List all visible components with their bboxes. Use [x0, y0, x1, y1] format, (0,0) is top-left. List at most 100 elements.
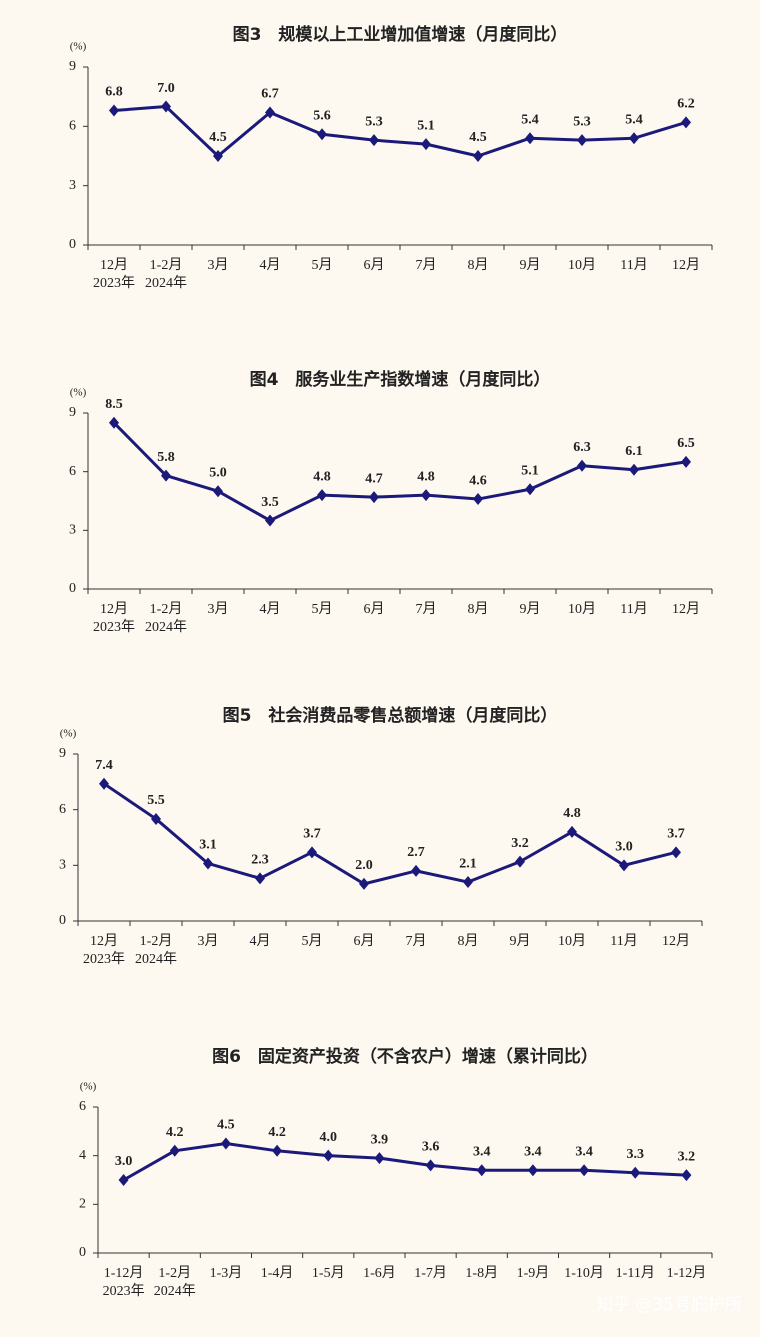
value-label: 3.1 — [199, 838, 217, 853]
value-label: 5.1 — [521, 463, 539, 478]
value-label: 6.5 — [677, 436, 695, 451]
marker — [213, 485, 223, 498]
marker — [359, 877, 369, 890]
x-year-label: 2024年 — [145, 275, 187, 291]
marker — [161, 100, 171, 113]
marker — [527, 1164, 538, 1177]
value-label: 4.2 — [166, 1125, 184, 1140]
series-line — [112, 421, 687, 523]
series-line — [113, 105, 687, 158]
y-unit: (%) — [80, 1081, 97, 1093]
x-tick-label: 9月 — [520, 601, 541, 617]
x-tick-label: 1-4月 — [261, 1265, 294, 1281]
x-tick-label: 10月 — [568, 601, 596, 617]
x-tick-label: 1-2月 — [150, 257, 183, 273]
marker — [265, 514, 275, 527]
marker — [425, 1159, 436, 1172]
y-tick-label: 9 — [69, 405, 76, 420]
value-label: 3.4 — [575, 1144, 593, 1159]
y-unit: (%) — [70, 41, 87, 53]
x-tick-label: 7月 — [416, 257, 437, 273]
x-tick-label: 8月 — [458, 933, 479, 949]
marker — [307, 846, 317, 859]
chart-title: 图4 服务业生产指数增速（月度同比） — [250, 369, 551, 390]
marker — [369, 134, 379, 147]
marker — [577, 134, 587, 147]
value-label: 5.4 — [521, 112, 539, 127]
value-label: 3.5 — [261, 495, 279, 510]
x-year-label: 2024年 — [135, 951, 177, 967]
marker — [374, 1152, 385, 1165]
x-tick-label: 1-2月 — [150, 601, 183, 617]
x-tick-label: 4月 — [260, 257, 281, 273]
marker — [681, 455, 691, 468]
value-label: 6.7 — [261, 87, 279, 102]
value-label: 6.2 — [677, 97, 695, 112]
x-tick-label: 3月 — [208, 257, 229, 273]
value-label: 4.8 — [417, 469, 435, 484]
x-tick-label: 1-9月 — [517, 1265, 550, 1281]
y-tick-label: 0 — [69, 237, 76, 252]
value-label: 3.6 — [422, 1140, 440, 1155]
value-label: 6.1 — [625, 444, 643, 459]
x-tick-label: 12月 — [672, 257, 700, 273]
marker — [99, 777, 109, 790]
x-year-label: 2023年 — [93, 275, 135, 291]
x-tick-label: 12月 — [100, 257, 128, 273]
value-label: 4.6 — [469, 473, 487, 488]
y-tick-label: 3 — [69, 523, 76, 538]
marker — [109, 416, 119, 429]
x-tick-label: 12月 — [672, 601, 700, 617]
x-tick-label: 1-5月 — [312, 1265, 345, 1281]
x-tick-label: 1-6月 — [363, 1265, 396, 1281]
x-tick-label: 6月 — [364, 601, 385, 617]
y-unit: (%) — [60, 728, 77, 740]
series-line — [122, 1142, 687, 1182]
x-tick-label: 4月 — [250, 933, 271, 949]
value-label: 2.1 — [459, 856, 477, 871]
x-tick-label: 7月 — [406, 933, 427, 949]
value-label: 2.3 — [251, 853, 269, 868]
x-tick-label: 5月 — [312, 257, 333, 273]
x-year-label: 2023年 — [103, 1283, 145, 1299]
marker — [421, 138, 431, 151]
x-tick-label: 4月 — [260, 601, 281, 617]
marker — [213, 150, 223, 162]
x-tick-label: 1-2月 — [140, 933, 173, 949]
x-tick-label: 1-11月 — [616, 1265, 655, 1281]
marker — [577, 459, 587, 472]
x-tick-label: 1-7月 — [414, 1265, 447, 1281]
x-tick-label: 12月 — [90, 933, 118, 949]
value-label: 3.9 — [371, 1132, 389, 1147]
y-tick-label: 4 — [79, 1148, 86, 1163]
y-tick-label: 6 — [69, 464, 76, 479]
chart-title: 图3 规模以上工业增加值增速（月度同比） — [233, 24, 568, 45]
y-tick-label: 2 — [79, 1197, 86, 1212]
value-label: 6.8 — [105, 85, 123, 100]
x-tick-label: 12月 — [100, 601, 128, 617]
x-tick-label: 7月 — [416, 601, 437, 617]
x-year-label: 2023年 — [93, 619, 135, 635]
value-label: 5.3 — [365, 114, 383, 129]
marker — [109, 104, 119, 117]
chart-title: 图6 固定资产投资（不含农户）增速（累计同比） — [212, 1046, 598, 1067]
value-label: 3.4 — [473, 1144, 491, 1159]
value-label: 4.2 — [268, 1125, 286, 1140]
value-label: 3.2 — [511, 836, 529, 851]
y-tick-label: 3 — [69, 178, 76, 193]
value-label: 4.5 — [209, 130, 227, 145]
x-tick-label: 9月 — [520, 257, 541, 273]
marker — [463, 876, 473, 889]
value-label: 2.7 — [407, 845, 425, 860]
value-label: 4.5 — [217, 1118, 235, 1133]
x-tick-label: 5月 — [302, 933, 323, 949]
marker — [411, 864, 421, 877]
value-label: 5.4 — [625, 112, 643, 127]
marker — [476, 1164, 487, 1177]
value-label: 5.1 — [417, 118, 435, 133]
marker — [421, 489, 431, 502]
x-year-label: 2023年 — [83, 951, 125, 967]
value-label: 6.3 — [573, 440, 591, 455]
value-label: 3.0 — [615, 840, 633, 855]
